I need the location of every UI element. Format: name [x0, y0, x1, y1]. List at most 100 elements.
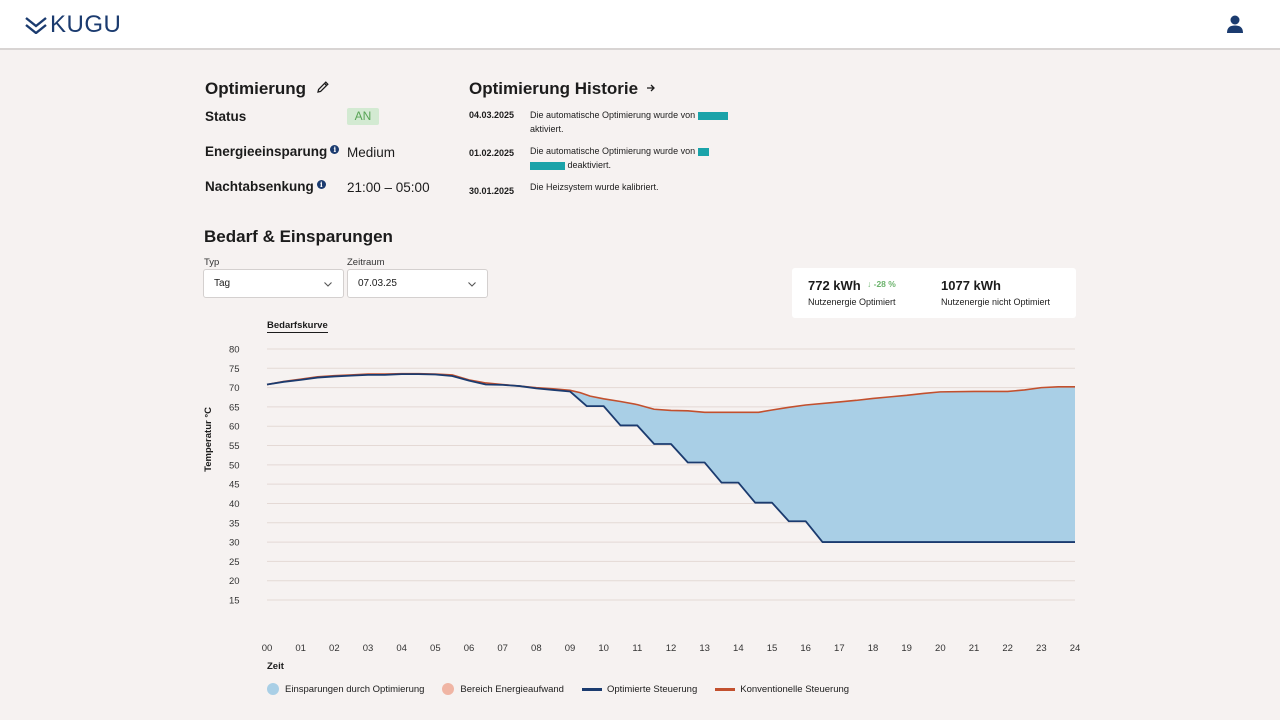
x-tick-label: 06: [464, 643, 475, 654]
x-tick-label: 09: [565, 643, 576, 654]
bedarf-title: Bedarf & Einsparungen: [204, 227, 393, 246]
legend-label: Konventionelle Steuerung: [740, 683, 850, 695]
x-tick-label: 19: [901, 643, 912, 654]
y-tick-label: 45: [229, 480, 240, 491]
y-tick-label: 55: [229, 441, 240, 452]
legend-label: Bereich Energieaufwand: [460, 683, 564, 695]
y-tick-label: 60: [229, 422, 240, 433]
nachtabsenkung-label: Nachtabsenkung i: [205, 179, 326, 194]
y-tick-label: 80: [229, 345, 240, 356]
history-entry-text: Die automatische Optimierung wurde von: [530, 146, 696, 156]
zeitraum-label: Zeitraum: [347, 257, 385, 268]
redacted-name: [697, 147, 709, 156]
legend-item-optimized[interactable]: Optimierte Steuerung: [581, 683, 698, 695]
kpi-optimized-label: Nutzenergie Optimiert: [808, 297, 896, 307]
x-tick-label: 13: [699, 643, 710, 654]
legend-swatch: [267, 683, 279, 695]
x-tick-label: 16: [800, 643, 811, 654]
x-tick-label: 24: [1070, 643, 1081, 654]
x-tick-label: 14: [733, 643, 744, 654]
legend-label: Optimierte Steuerung: [606, 683, 698, 695]
redacted-name: [530, 161, 565, 170]
kpi-not-optimized-value: 1077 kWh: [941, 278, 1001, 293]
energieeinsparung-label: Energieeinsparung i: [205, 144, 340, 159]
y-tick-label: 35: [229, 518, 240, 529]
y-tick-label: 30: [229, 538, 240, 549]
typ-select-value: Tag: [214, 278, 231, 289]
tab-bedarfskurve[interactable]: Bedarfskurve: [267, 320, 328, 333]
legend-item-range[interactable]: Bereich Energieaufwand: [442, 683, 564, 695]
typ-select[interactable]: Tag: [203, 269, 344, 298]
x-axis-label: Zeit: [267, 661, 285, 672]
history-entry: Die automatische Optimierung wurde von d…: [530, 144, 770, 172]
x-tick-label: 20: [935, 643, 946, 654]
kugu-logo[interactable]: KUGU: [25, 13, 121, 37]
y-tick-label: 20: [229, 576, 240, 587]
zeitraum-select[interactable]: 07.03.25: [347, 269, 488, 298]
y-tick-label: 65: [229, 402, 240, 413]
x-tick-label: 15: [767, 643, 778, 654]
x-tick-label: 17: [834, 643, 845, 654]
y-tick-label: 25: [229, 557, 240, 568]
x-tick-label: 00: [262, 643, 273, 654]
x-tick-label: 07: [497, 643, 508, 654]
x-tick-label: 11: [632, 643, 642, 654]
savings-area: [267, 373, 1075, 543]
energieeinsparung-label-text: Energieeinsparung: [205, 144, 328, 159]
x-tick-label: 03: [363, 643, 374, 654]
info-icon[interactable]: i: [330, 145, 340, 154]
y-tick-label: 70: [229, 383, 240, 394]
status-label: Status: [205, 109, 247, 124]
logo-chevron-icon: [25, 17, 47, 34]
history-entry-text: aktiviert.: [530, 124, 564, 134]
history-date: 01.02.2025: [469, 148, 515, 158]
zeitraum-select-value: 07.03.25: [358, 278, 397, 289]
top-bar: KUGU: [0, 0, 1280, 50]
info-icon[interactable]: i: [316, 180, 326, 189]
legend-item-savings[interactable]: Einsparungen durch Optimierung: [267, 683, 424, 695]
x-tick-label: 22: [1002, 643, 1013, 654]
kpi-optimized-value: 772 kWh: [808, 278, 861, 293]
chevron-down-icon: [468, 282, 476, 287]
arrow-down-icon: ↓: [867, 279, 872, 289]
x-tick-label: 02: [329, 643, 340, 654]
history-entry-text: Die Heizsystem wurde kalibriert.: [530, 182, 659, 192]
legend-item-conventional[interactable]: Konventionelle Steuerung: [715, 684, 849, 695]
legend-label: Einsparungen durch Optimierung: [285, 683, 425, 695]
legend-swatch: [715, 687, 736, 691]
history-entry-text: deaktiviert.: [567, 160, 612, 170]
y-tick-label: 75: [229, 364, 240, 375]
x-tick-label: 21: [969, 643, 980, 654]
legend-swatch: [442, 683, 455, 695]
status-badge: AN: [347, 108, 379, 125]
y-tick-label: 50: [229, 460, 240, 471]
history-date: 04.03.2025: [469, 110, 515, 120]
x-tick-label: 23: [1036, 643, 1047, 654]
chart-legend: Einsparungen durch Optimierung Bereich E…: [267, 683, 867, 695]
optimierung-title: Optimierung: [205, 79, 307, 98]
history-entry: Die Heizsystem wurde kalibriert.: [530, 180, 770, 194]
x-tick-label: 08: [531, 643, 542, 654]
arrow-right-icon[interactable]: [646, 83, 656, 93]
edit-pencil-icon[interactable]: [316, 80, 330, 94]
y-axis-label: Temperatur °C: [203, 407, 214, 472]
y-tick-label: 40: [229, 499, 240, 510]
redacted-name: [697, 111, 728, 120]
x-tick-label: 10: [598, 643, 609, 654]
x-tick-label: 01: [295, 643, 306, 654]
nachtabsenkung-label-text: Nachtabsenkung: [205, 179, 314, 194]
kpi-delta: ↓ -28 %: [867, 279, 896, 289]
demand-chart: 80 75 70 65 60 55 50 45 40 35 30 25 20 15 00 01 02 03 04 05…: [203, 345, 1081, 673]
history-entry-text: Die automatische Optimierung wurde von: [530, 110, 696, 120]
nachtabsenkung-value: 21:00 – 05:00: [347, 180, 430, 195]
typ-label: Typ: [204, 257, 220, 268]
logo-text: KUGU: [50, 11, 122, 38]
historie-title[interactable]: Optimierung Historie: [469, 79, 639, 98]
x-tick-label: 18: [868, 643, 879, 654]
energieeinsparung-value: Medium: [347, 145, 396, 160]
x-tick-label: 12: [666, 643, 677, 654]
y-tick-label: 15: [229, 596, 240, 607]
x-tick-label: 05: [430, 643, 441, 654]
chevron-down-icon: [324, 282, 332, 287]
user-account-icon[interactable]: [1226, 14, 1244, 34]
